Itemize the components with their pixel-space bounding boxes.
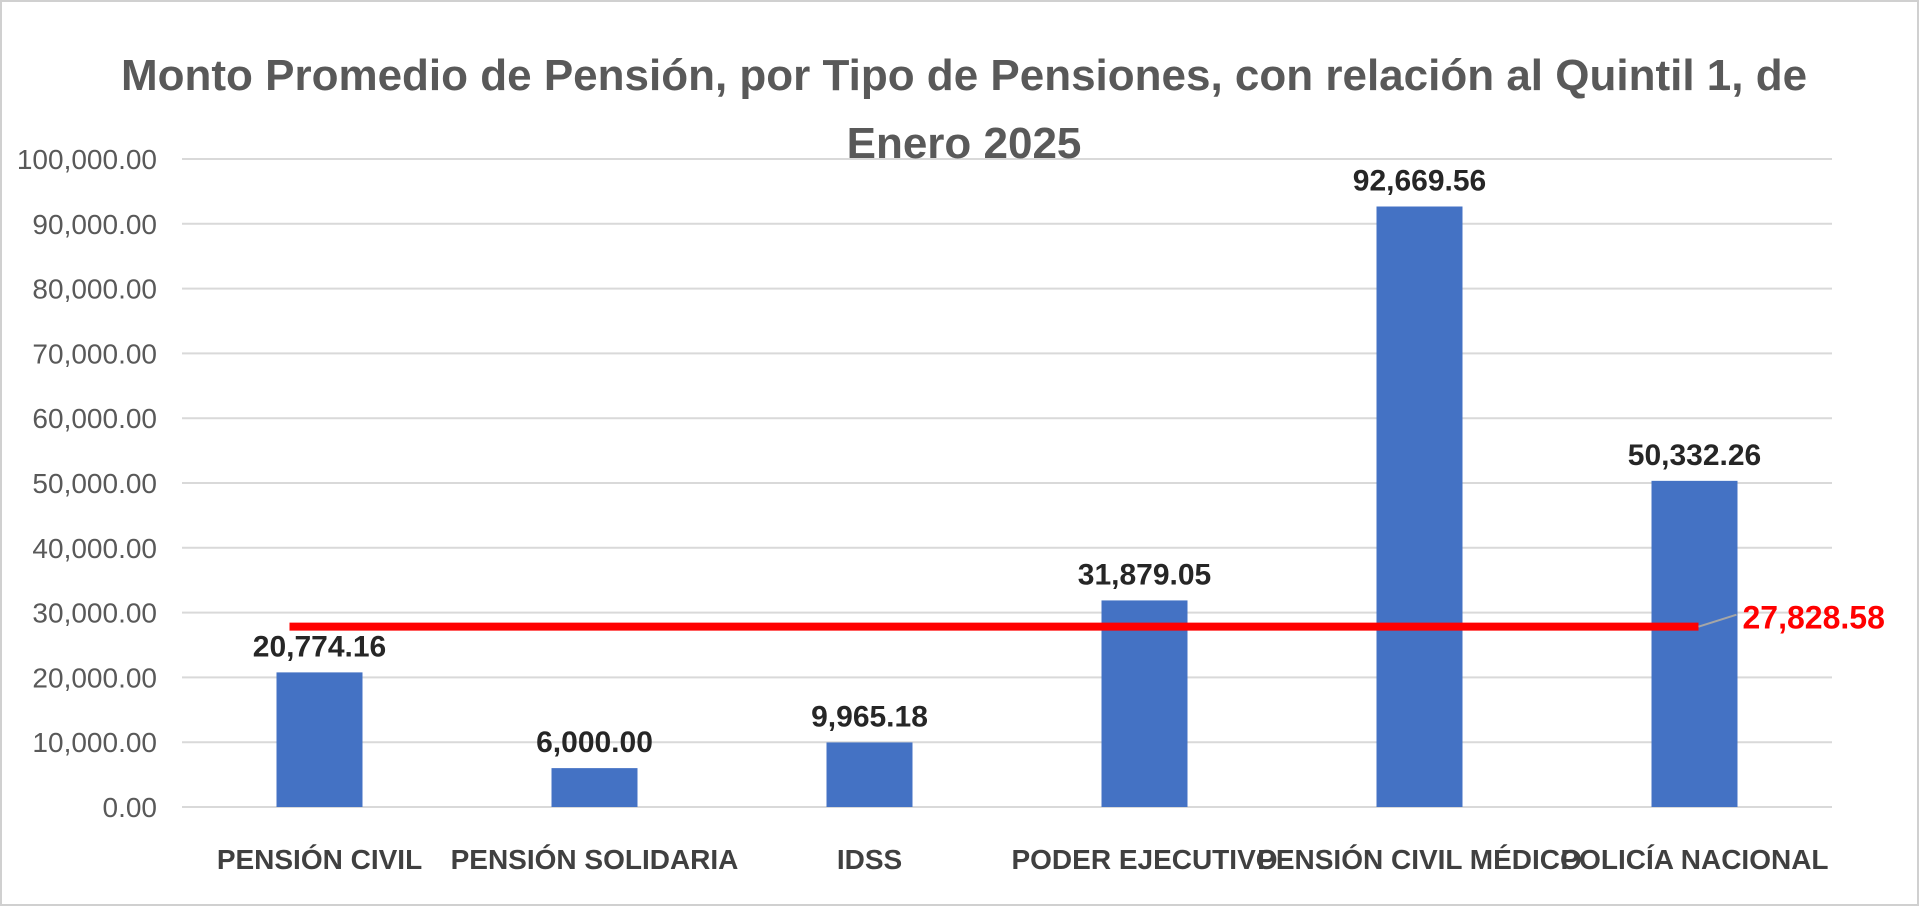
bar (826, 742, 913, 807)
y-tick-label: 10,000.00 (32, 727, 157, 758)
reference-line-label: 27,828.58 (1743, 600, 1885, 636)
gridlines (182, 158, 1832, 808)
y-tick-label: 80,000.00 (32, 274, 157, 305)
category-label: POLICÍA NACIONAL (1560, 844, 1828, 875)
y-tick-label: 70,000.00 (32, 338, 157, 369)
data-label: 9,965.18 (811, 700, 928, 733)
data-label: 31,879.05 (1078, 558, 1211, 591)
data-label: 20,774.16 (253, 630, 386, 663)
category-label: IDSS (837, 844, 902, 875)
text-labels: 0.00 10,000.00 20,000.00 30,000.00 40,000.00… (17, 144, 1885, 875)
y-tick-label: 0.00 (103, 792, 158, 823)
bar (276, 672, 363, 807)
y-tick-label: 40,000.00 (32, 533, 157, 564)
bar (551, 768, 638, 807)
data-label: 50,332.26 (1628, 439, 1761, 472)
data-label: 92,669.56 (1353, 165, 1486, 198)
bar (1101, 600, 1188, 807)
category-label: PODER EJECUTIVO (1011, 844, 1277, 875)
category-label: PENSIÓN CIVIL MÉDICO (1257, 844, 1582, 875)
bar (1376, 206, 1463, 808)
reference-line-group (289, 613, 1737, 631)
category-label: PENSIÓN SOLIDARIA (451, 844, 739, 875)
y-tick-label: 90,000.00 (32, 209, 157, 240)
chart-title-line-2: Enero 2025 (847, 119, 1082, 168)
bars (276, 206, 1738, 808)
y-tick-label: 100,000.00 (17, 144, 157, 175)
y-tick-label: 50,000.00 (32, 468, 157, 499)
reference-leader-line (1698, 613, 1737, 628)
y-tick-label: 60,000.00 (32, 403, 157, 434)
data-label: 6,000.00 (536, 726, 653, 759)
chart-title-line-1: Monto Promedio de Pensión, por Tipo de P… (121, 51, 1807, 100)
bar (1651, 480, 1738, 807)
y-tick-label: 30,000.00 (32, 598, 157, 629)
y-tick-label: 20,000.00 (32, 662, 157, 693)
category-label: PENSIÓN CIVIL (217, 844, 422, 875)
